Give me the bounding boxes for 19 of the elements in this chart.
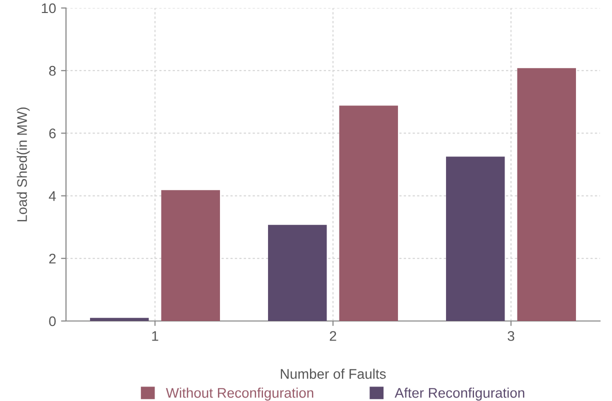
- y-tick-label: 6: [49, 128, 56, 138]
- bar: [90, 318, 149, 321]
- y-tick-label: 4: [48, 191, 56, 201]
- x-tick-label: 1: [152, 331, 158, 341]
- x-tick-label: 3: [508, 331, 514, 341]
- y-tick-label: 2: [49, 254, 56, 264]
- bar: [339, 106, 398, 321]
- bar: [517, 68, 576, 321]
- y-axis-title: Load Shed(in MW): [16, 107, 30, 222]
- y-tick-label: 10: [42, 3, 56, 14]
- x-tick-label: 2: [330, 331, 336, 341]
- bar: [161, 190, 220, 321]
- x-axis-title: Number of Faults: [280, 368, 386, 379]
- legend-label: After Reconfiguration: [394, 388, 524, 401]
- y-tick-label: 0: [49, 316, 56, 326]
- legend-label: Without Reconfiguration: [166, 388, 314, 401]
- bar: [268, 224, 327, 321]
- y-tick-label: 8: [49, 66, 56, 76]
- bar: [446, 156, 505, 321]
